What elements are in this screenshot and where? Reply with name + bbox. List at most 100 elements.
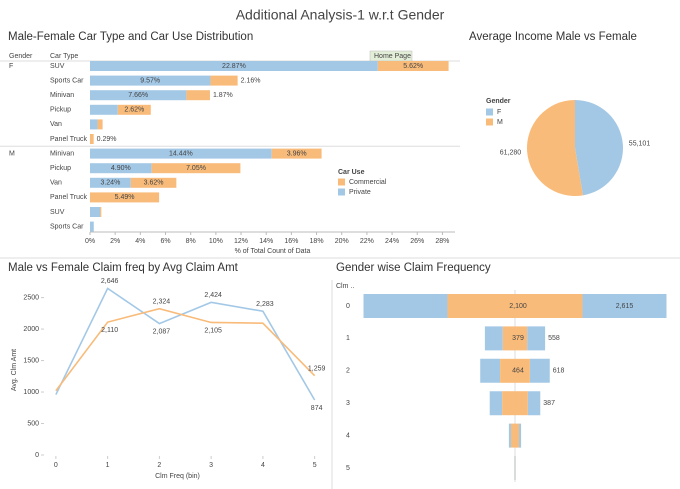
- data-label: 3.62%: [144, 180, 164, 187]
- chart-title: Gender wise Claim Frequency: [336, 262, 491, 274]
- y-tick-label: 1000: [23, 389, 39, 396]
- bar-segment: [271, 148, 322, 159]
- bar-segment: [447, 294, 583, 318]
- x-tick-label: 18%: [310, 238, 324, 245]
- pie-slice: [526, 100, 583, 197]
- bar-segment: [130, 177, 177, 188]
- data-label: 4.90%: [111, 165, 131, 172]
- bar-segment: [502, 391, 528, 416]
- x-tick-label: 16%: [284, 238, 298, 245]
- bar-segment: [100, 207, 102, 217]
- bar-segment: [97, 119, 103, 130]
- bar-segment: [514, 456, 516, 480]
- category-header: Clm ..: [336, 283, 354, 290]
- x-tick-label: 20%: [335, 238, 349, 245]
- category-label: Panel Truck: [50, 136, 87, 143]
- legend-title: Gender: [486, 98, 511, 105]
- data-label: 7.66%: [128, 92, 148, 99]
- legend-label: Commercial: [349, 179, 387, 186]
- bar-segment: [90, 90, 187, 101]
- category-label: Minivan: [50, 92, 74, 99]
- bar-segment: [210, 75, 238, 86]
- data-label: 2,615: [616, 303, 634, 310]
- bar-segment: [90, 221, 94, 232]
- y-axis-label: Avg. Clm Amt: [11, 349, 18, 391]
- bar-segment: [489, 391, 541, 416]
- legend-swatch: [338, 178, 345, 186]
- data-label: 387: [543, 400, 555, 407]
- data-label: 2,105: [204, 327, 222, 334]
- data-label: 1.87%: [213, 92, 233, 99]
- chart-title: Male vs Female Claim freq by Avg Claim A…: [8, 262, 239, 274]
- category-label: Pickup: [50, 165, 71, 172]
- category-label: SUV: [50, 209, 65, 216]
- category-label: Pickup: [50, 107, 71, 114]
- category-label: Van: [50, 121, 62, 128]
- x-tick-label: 1: [106, 462, 110, 469]
- category-label: Van: [50, 180, 62, 187]
- y-tick-label: 2000: [23, 326, 39, 333]
- data-label: 61,280: [500, 149, 522, 156]
- data-label: 14.44%: [169, 150, 193, 157]
- bar-segment: [510, 423, 520, 448]
- chart-title: Male-Female Car Type and Car Use Distrib…: [8, 31, 253, 43]
- x-axis-label: % of Total Count of Data: [235, 248, 311, 255]
- bar-segment: [90, 192, 160, 203]
- bar-segment: [90, 207, 101, 217]
- legend-label: F: [497, 109, 501, 116]
- group-label: F: [9, 63, 13, 70]
- category-label: Minivan: [50, 150, 74, 157]
- x-tick-label: 22%: [360, 238, 374, 245]
- bar-segment: [90, 148, 272, 159]
- category-label: Panel Truck: [50, 194, 87, 201]
- data-label: 3.24%: [100, 180, 120, 187]
- legend-swatch: [486, 118, 493, 126]
- bar-segment: [484, 326, 546, 351]
- x-tick-label: 28%: [435, 238, 449, 245]
- category-label: 4: [346, 432, 350, 439]
- bar-segment: [508, 423, 522, 448]
- y-tick-label: 0: [35, 452, 39, 459]
- line-series: [55, 287, 316, 401]
- dashboard-title: Additional Analysis-1 w.r.t Gender: [236, 7, 445, 23]
- x-tick-label: 5: [313, 462, 317, 469]
- data-label: 55,101: [629, 140, 651, 147]
- bar-segment: [90, 104, 118, 115]
- data-label: 5.49%: [115, 194, 135, 201]
- bar-segment: [90, 134, 94, 144]
- data-label: 874: [311, 405, 323, 412]
- legend-title: Car Use: [338, 169, 365, 176]
- x-tick-label: 14%: [259, 238, 273, 245]
- x-tick-label: 0: [54, 462, 58, 469]
- data-label: 2,110: [101, 327, 118, 334]
- bar-segment: [90, 75, 211, 86]
- data-label: 379: [512, 335, 524, 342]
- data-label: 2,100: [509, 303, 527, 310]
- bar-segment: [90, 61, 378, 71]
- bar-segment: [363, 294, 667, 318]
- data-label: 2,646: [101, 278, 119, 285]
- legend-label: M: [497, 119, 503, 126]
- bar-segment: [90, 163, 152, 174]
- x-tick-label: 26%: [410, 238, 424, 245]
- data-label: 3.96%: [287, 150, 307, 157]
- data-label: 2,424: [204, 292, 222, 299]
- group-label: M: [9, 150, 15, 157]
- x-tick-label: 4: [261, 462, 265, 469]
- bar-segment: [117, 104, 151, 115]
- x-tick-label: 3: [209, 462, 213, 469]
- data-label: 5.62%: [403, 63, 423, 70]
- legend-label: Private: [349, 189, 371, 196]
- legend-swatch: [486, 108, 493, 116]
- data-label: 0.29%: [97, 136, 117, 143]
- data-label: 558: [548, 335, 560, 342]
- bar-segment: [480, 358, 550, 383]
- x-tick-label: 2%: [110, 238, 120, 245]
- category-label: 5: [346, 465, 350, 472]
- x-tick-label: 4%: [135, 238, 145, 245]
- x-tick-label: 10%: [209, 238, 223, 245]
- category-label: 0: [346, 303, 350, 310]
- bar-segment: [377, 61, 449, 71]
- category-label: Sports Car: [50, 223, 84, 230]
